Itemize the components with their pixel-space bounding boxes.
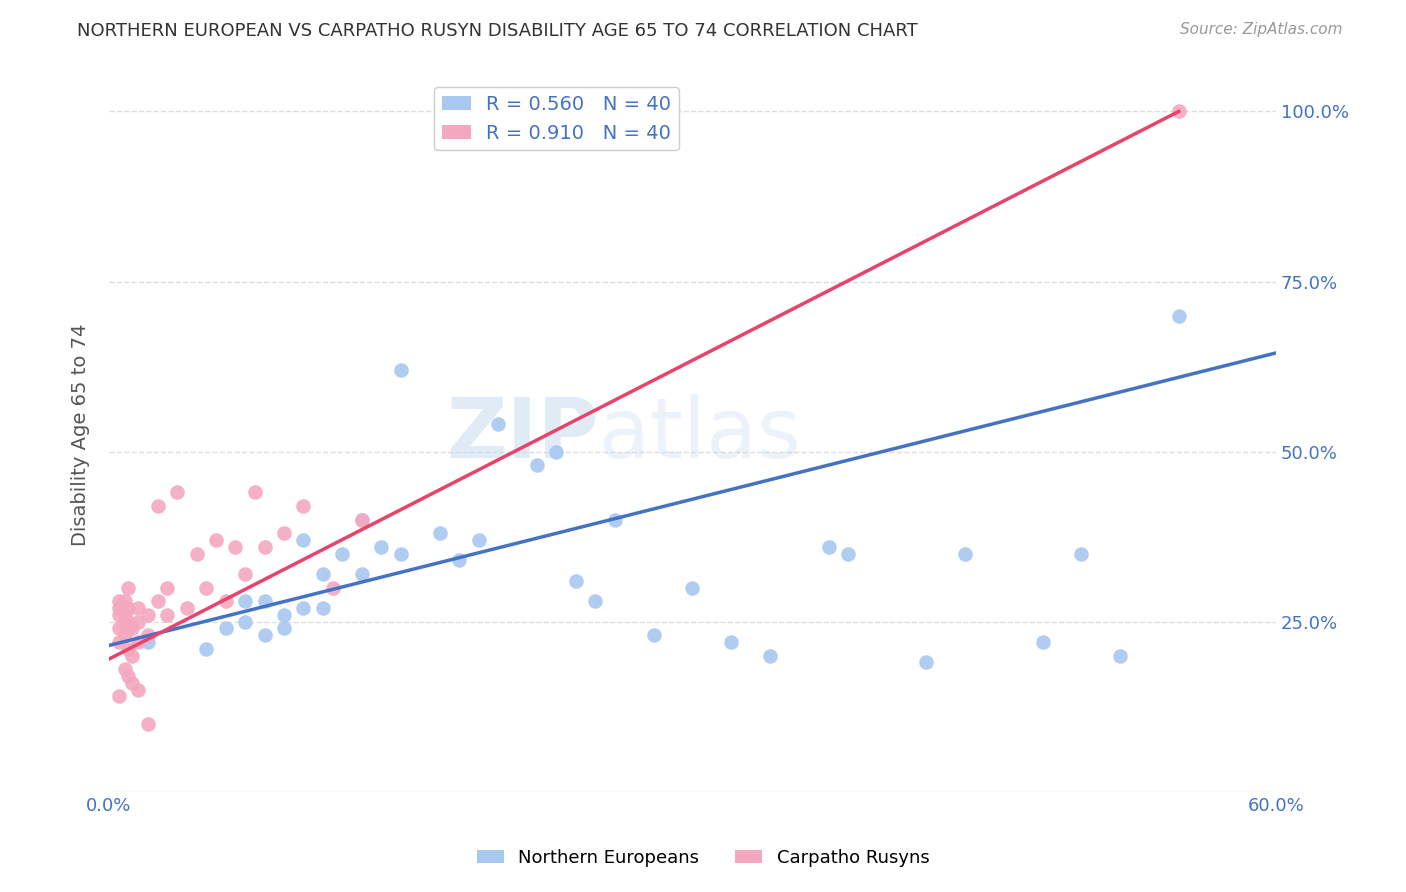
- Point: [350, 513, 373, 527]
- Point: [166, 485, 188, 500]
- Point: [370, 540, 392, 554]
- Point: [233, 615, 256, 629]
- Point: [215, 594, 238, 608]
- Point: [127, 601, 149, 615]
- Point: [486, 417, 509, 432]
- Point: [273, 607, 295, 622]
- Point: [449, 553, 471, 567]
- Point: [292, 601, 315, 615]
- Point: [117, 669, 139, 683]
- Point: [273, 526, 295, 541]
- Legend: Northern Europeans, Carpatho Rusyns: Northern Europeans, Carpatho Rusyns: [470, 842, 936, 874]
- Point: [127, 615, 149, 629]
- Point: [253, 540, 276, 554]
- Point: [583, 594, 606, 608]
- Point: [107, 607, 129, 622]
- Point: [682, 581, 704, 595]
- Point: [1109, 648, 1132, 663]
- Point: [186, 547, 208, 561]
- Point: [114, 662, 136, 676]
- Point: [322, 581, 344, 595]
- Point: [117, 601, 139, 615]
- Point: [121, 676, 143, 690]
- Point: [156, 581, 179, 595]
- Point: [253, 594, 276, 608]
- Point: [643, 628, 665, 642]
- Point: [136, 607, 159, 622]
- Point: [107, 690, 129, 704]
- Legend: R = 0.560   N = 40, R = 0.910   N = 40: R = 0.560 N = 40, R = 0.910 N = 40: [434, 87, 679, 151]
- Point: [107, 601, 129, 615]
- Point: [127, 682, 149, 697]
- Point: [114, 615, 136, 629]
- Point: [312, 567, 335, 582]
- Point: [312, 601, 335, 615]
- Point: [759, 648, 782, 663]
- Point: [233, 594, 256, 608]
- Point: [136, 628, 159, 642]
- Point: [467, 533, 489, 547]
- Point: [1167, 104, 1189, 119]
- Point: [233, 567, 256, 582]
- Point: [215, 622, 238, 636]
- Point: [114, 628, 136, 642]
- Point: [243, 485, 266, 500]
- Point: [526, 458, 548, 473]
- Point: [273, 622, 295, 636]
- Point: [350, 513, 373, 527]
- Text: ZIP: ZIP: [447, 394, 599, 475]
- Point: [117, 615, 139, 629]
- Point: [389, 547, 412, 561]
- Point: [136, 716, 159, 731]
- Text: NORTHERN EUROPEAN VS CARPATHO RUSYN DISABILITY AGE 65 TO 74 CORRELATION CHART: NORTHERN EUROPEAN VS CARPATHO RUSYN DISA…: [77, 22, 918, 40]
- Point: [837, 547, 859, 561]
- Point: [389, 363, 412, 377]
- Point: [114, 594, 136, 608]
- Point: [546, 444, 568, 458]
- Point: [603, 513, 626, 527]
- Point: [176, 601, 198, 615]
- Point: [117, 641, 139, 656]
- Point: [107, 622, 129, 636]
- Point: [107, 594, 129, 608]
- Point: [121, 622, 143, 636]
- Point: [332, 547, 354, 561]
- Point: [1070, 547, 1092, 561]
- Point: [107, 635, 129, 649]
- Point: [292, 499, 315, 513]
- Point: [720, 635, 742, 649]
- Point: [146, 594, 169, 608]
- Point: [350, 567, 373, 582]
- Y-axis label: Disability Age 65 to 74: Disability Age 65 to 74: [72, 324, 90, 546]
- Point: [117, 581, 139, 595]
- Point: [195, 581, 218, 595]
- Text: Source: ZipAtlas.com: Source: ZipAtlas.com: [1180, 22, 1343, 37]
- Point: [429, 526, 451, 541]
- Text: atlas: atlas: [599, 394, 801, 475]
- Point: [156, 607, 179, 622]
- Point: [195, 641, 218, 656]
- Point: [205, 533, 228, 547]
- Point: [146, 499, 169, 513]
- Point: [117, 622, 139, 636]
- Point: [253, 628, 276, 642]
- Point: [1032, 635, 1054, 649]
- Point: [953, 547, 976, 561]
- Point: [915, 656, 938, 670]
- Point: [136, 635, 159, 649]
- Point: [565, 574, 588, 588]
- Point: [817, 540, 839, 554]
- Point: [114, 607, 136, 622]
- Point: [224, 540, 246, 554]
- Point: [121, 648, 143, 663]
- Point: [1167, 309, 1189, 323]
- Point: [127, 635, 149, 649]
- Point: [292, 533, 315, 547]
